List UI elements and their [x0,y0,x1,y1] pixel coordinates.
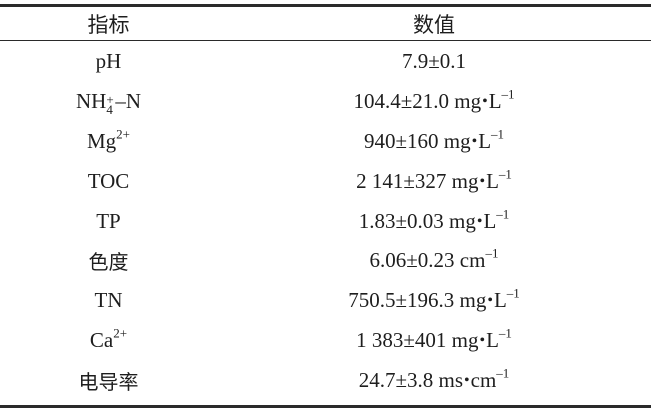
indicator-header: 指标 [87,12,130,37]
table-row: Mg2+ 940±160 mg•L–1 [0,122,651,162]
indicator-cell: Ca2+ [89,325,128,352]
header-row: 指标 数值 [0,7,651,40]
table-row: TP 1.83±0.03 mg•L–1 [0,201,651,241]
data-table: 指标 数值 pH 7.9±0.1 NH +4 –N 104.4±21.0 mg•L–1 Mg… [0,7,651,400]
table-row: Ca2+ 1 383±401 mg•L–1 [0,321,651,361]
value-cell: 6.06±0.23 cm–1 [369,245,499,273]
indicator-cell: TN [94,288,123,313]
value-cell: 940±160 mg•L–1 [363,126,505,153]
indicator-cell: 色度 [88,250,129,275]
value-cell: 2 141±327 mg•L–1 [356,166,512,193]
value-cell: 1.83±0.03 mg•L–1 [358,205,510,233]
value-cell: 1 383±401 mg•L–1 [356,325,512,352]
indicator-cell: TP [96,208,121,233]
top-rule [0,4,651,7]
value-cell: 750.5±196.3 mg•L–1 [348,285,520,313]
table-row: NH +4 –N 104.4±21.0 mg•L–1 [0,82,651,122]
table-row: TOC 2 141±327 mg•L–1 [0,161,651,201]
header-rule [0,40,651,41]
indicator-cell: NH +4 –N [75,89,141,118]
value-header: 数值 [413,12,455,37]
table-row: 色度 6.06±0.23 cm–1 [0,241,651,281]
value-cell: 7.9±0.1 [401,49,467,74]
value-cell: 24.7±3.8 ms•cm–1 [358,365,510,392]
bottom-rule [0,405,651,408]
indicator-cell: pH [95,49,122,74]
indicator-cell: Mg2+ [86,126,131,153]
table-row: TN 750.5±196.3 mg•L–1 [0,281,651,321]
table-body: pH 7.9±0.1 NH +4 –N 104.4±21.0 mg•L–1 Mg2+ 940±… [0,40,651,400]
indicator-cell: 电导率 [78,369,139,394]
indicator-cell: TOC [87,168,130,193]
table-row: 电导率 24.7±3.8 ms•cm–1 [0,360,651,400]
table-row: pH 7.9±0.1 [0,40,651,82]
value-cell: 104.4±21.0 mg•L–1 [353,86,515,114]
